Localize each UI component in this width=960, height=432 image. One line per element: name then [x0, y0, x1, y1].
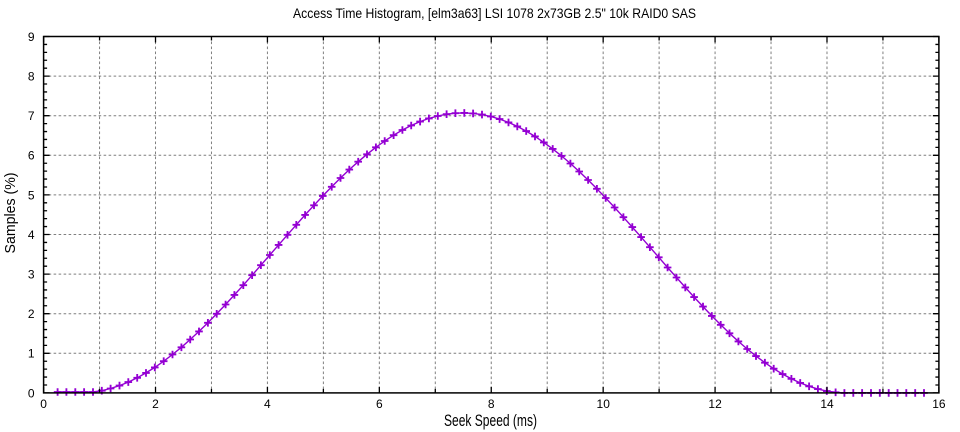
svg-text:Seek Speed (ms): Seek Speed (ms): [444, 412, 537, 430]
svg-text:12: 12: [708, 397, 722, 411]
svg-text:10: 10: [597, 397, 611, 411]
svg-text:Access Time Histogram, [elm3a6: Access Time Histogram, [elm3a63] LSI 107…: [293, 6, 696, 21]
svg-text:6: 6: [28, 149, 35, 163]
svg-text:8: 8: [488, 397, 495, 411]
svg-text:7: 7: [28, 109, 35, 123]
svg-text:9: 9: [28, 30, 35, 44]
svg-text:3: 3: [28, 268, 35, 282]
svg-text:2: 2: [28, 307, 35, 321]
svg-text:Samples (%): Samples (%): [3, 173, 19, 254]
svg-text:4: 4: [28, 228, 35, 242]
svg-text:4: 4: [264, 397, 271, 411]
svg-text:2: 2: [152, 397, 159, 411]
svg-text:6: 6: [376, 397, 383, 411]
svg-text:1: 1: [28, 347, 35, 361]
svg-text:14: 14: [820, 397, 834, 411]
svg-text:8: 8: [28, 70, 35, 84]
svg-text:0: 0: [40, 397, 47, 411]
svg-text:16: 16: [932, 397, 946, 411]
svg-text:0: 0: [28, 386, 35, 400]
svg-text:5: 5: [28, 188, 35, 202]
